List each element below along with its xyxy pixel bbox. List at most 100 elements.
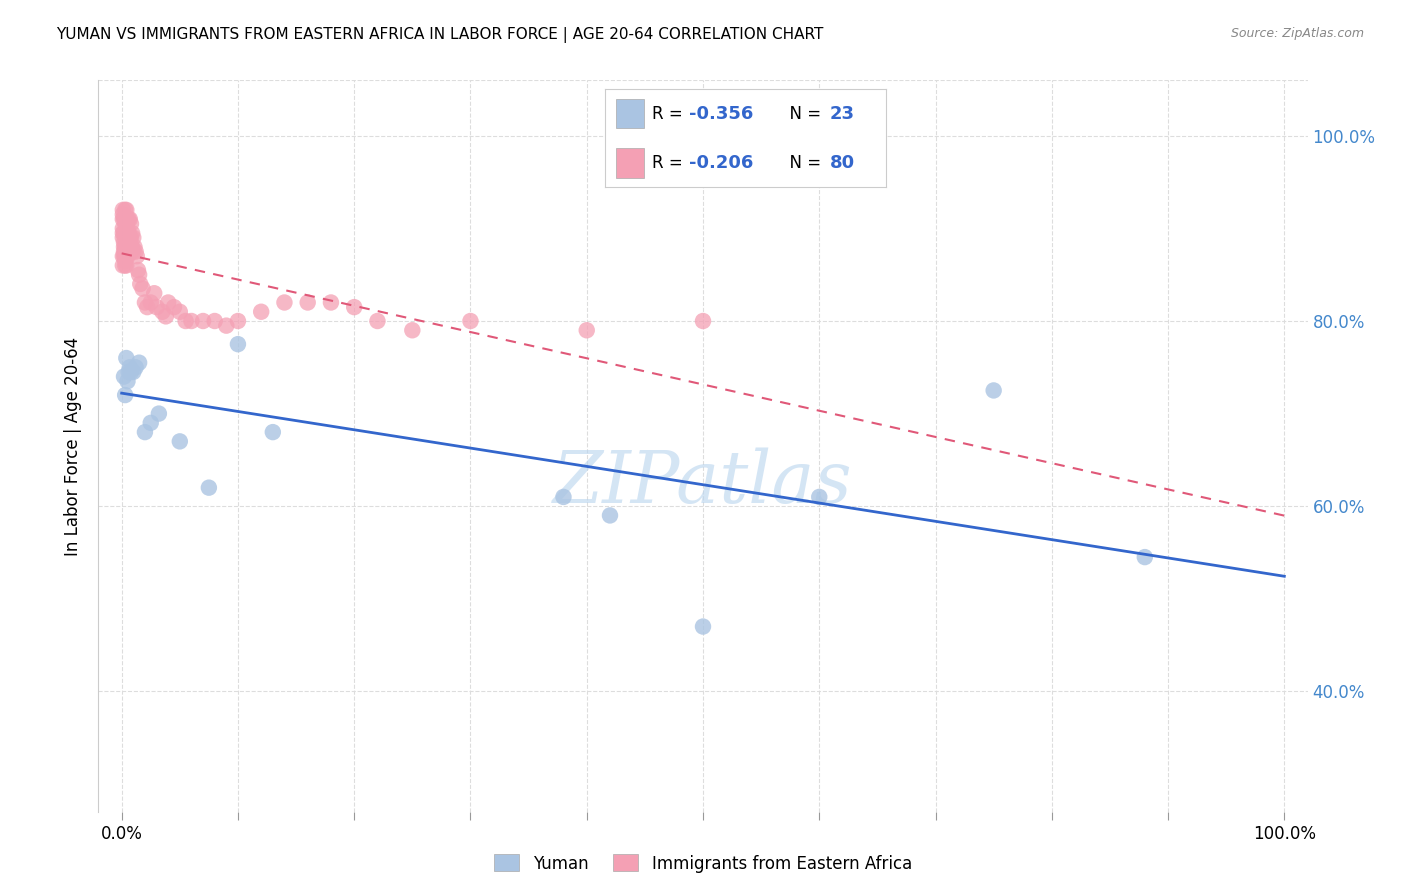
- Text: YUMAN VS IMMIGRANTS FROM EASTERN AFRICA IN LABOR FORCE | AGE 20-64 CORRELATION C: YUMAN VS IMMIGRANTS FROM EASTERN AFRICA …: [56, 27, 824, 43]
- Point: [157, 295, 180, 310]
- Point: [117, 249, 139, 263]
- Point: [124, 360, 146, 375]
- Point: [118, 230, 141, 244]
- Point: [692, 314, 714, 328]
- Point: [111, 202, 134, 217]
- Point: [111, 226, 134, 240]
- Point: [114, 244, 136, 259]
- Text: R =: R =: [652, 153, 689, 172]
- Point: [114, 249, 136, 263]
- Point: [692, 619, 714, 633]
- Point: [117, 226, 139, 240]
- Point: [114, 253, 136, 268]
- Text: Source: ZipAtlas.com: Source: ZipAtlas.com: [1230, 27, 1364, 40]
- Point: [112, 212, 135, 227]
- Text: N =: N =: [779, 104, 827, 123]
- Point: [120, 365, 142, 379]
- Point: [343, 300, 366, 314]
- Point: [128, 356, 150, 370]
- Point: [115, 202, 138, 217]
- Point: [115, 351, 138, 365]
- Point: [111, 212, 134, 227]
- Point: [112, 235, 135, 250]
- Point: [129, 277, 152, 291]
- Point: [122, 365, 145, 379]
- Point: [127, 263, 149, 277]
- Point: [114, 217, 136, 231]
- Text: N =: N =: [779, 153, 827, 172]
- Point: [155, 310, 177, 324]
- Text: -0.356: -0.356: [689, 104, 754, 123]
- FancyBboxPatch shape: [616, 99, 644, 128]
- Point: [599, 508, 621, 523]
- Point: [114, 202, 136, 217]
- Point: [1133, 550, 1156, 565]
- Point: [117, 374, 139, 388]
- Point: [111, 221, 134, 235]
- Point: [115, 226, 138, 240]
- Point: [111, 259, 134, 273]
- Point: [121, 226, 143, 240]
- Point: [198, 481, 221, 495]
- Point: [115, 259, 138, 273]
- Text: 23: 23: [830, 104, 855, 123]
- Point: [115, 249, 138, 263]
- Point: [226, 314, 249, 328]
- Text: -0.206: -0.206: [689, 153, 754, 172]
- FancyBboxPatch shape: [616, 148, 644, 178]
- Point: [250, 304, 273, 318]
- Point: [111, 249, 134, 263]
- Point: [112, 240, 135, 254]
- Point: [297, 295, 319, 310]
- Point: [120, 230, 142, 244]
- Point: [118, 240, 141, 254]
- Point: [114, 388, 136, 402]
- Point: [114, 212, 136, 227]
- Point: [125, 249, 148, 263]
- Point: [131, 282, 153, 296]
- Point: [112, 226, 135, 240]
- Point: [191, 314, 214, 328]
- Point: [112, 369, 135, 384]
- Point: [139, 295, 162, 310]
- Point: [117, 212, 139, 227]
- Point: [148, 407, 170, 421]
- Point: [118, 240, 141, 254]
- Point: [143, 286, 166, 301]
- Point: [117, 240, 139, 254]
- Point: [460, 314, 482, 328]
- Point: [115, 240, 138, 254]
- Point: [145, 300, 167, 314]
- Point: [226, 337, 249, 351]
- Point: [553, 490, 575, 504]
- Point: [808, 490, 831, 504]
- Point: [118, 360, 141, 375]
- Point: [118, 365, 141, 379]
- Point: [983, 384, 1005, 398]
- Point: [174, 314, 197, 328]
- Point: [204, 314, 226, 328]
- Point: [262, 425, 284, 439]
- Point: [121, 240, 143, 254]
- Point: [134, 295, 156, 310]
- Point: [117, 221, 139, 235]
- Point: [163, 300, 186, 314]
- Point: [273, 295, 295, 310]
- Text: R =: R =: [652, 104, 689, 123]
- Point: [366, 314, 388, 328]
- Legend: Yuman, Immigrants from Eastern Africa: Yuman, Immigrants from Eastern Africa: [488, 847, 918, 880]
- Point: [114, 230, 136, 244]
- Point: [120, 244, 142, 259]
- Point: [124, 244, 146, 259]
- Point: [115, 212, 138, 227]
- Point: [134, 425, 156, 439]
- Y-axis label: In Labor Force | Age 20-64: In Labor Force | Age 20-64: [65, 336, 83, 556]
- Point: [319, 295, 342, 310]
- Text: 80: 80: [830, 153, 855, 172]
- Point: [122, 244, 145, 259]
- Point: [150, 304, 173, 318]
- Point: [112, 249, 135, 263]
- Point: [111, 208, 134, 222]
- Point: [128, 268, 150, 282]
- Point: [118, 212, 141, 227]
